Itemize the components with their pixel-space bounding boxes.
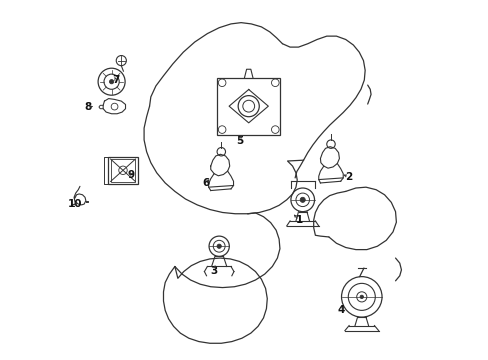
Text: 8: 8 (84, 102, 91, 112)
Text: 5: 5 (235, 136, 243, 146)
Text: 6: 6 (202, 178, 209, 188)
Text: 7: 7 (112, 75, 119, 85)
Text: 3: 3 (210, 266, 217, 276)
Text: 1: 1 (295, 215, 303, 225)
Bar (107, 157, 138, 184)
Circle shape (217, 244, 221, 248)
Text: 9: 9 (127, 170, 135, 180)
Bar (217, 78, 280, 135)
Bar (110, 159, 135, 181)
Circle shape (109, 80, 114, 84)
Circle shape (359, 295, 363, 298)
Text: 4: 4 (336, 305, 344, 315)
Text: 10: 10 (67, 199, 82, 209)
Text: 2: 2 (345, 172, 352, 182)
Circle shape (300, 197, 305, 202)
